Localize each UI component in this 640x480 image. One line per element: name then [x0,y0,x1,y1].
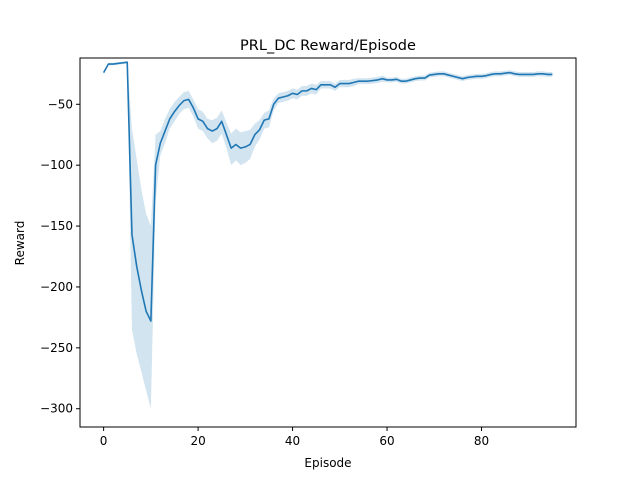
plot-area [102,61,553,409]
series-0-confidence-band [103,61,553,409]
y-tick-label: −100 [40,158,73,172]
y-tick-label: −200 [40,280,73,294]
y-tick-label: −50 [48,97,73,111]
x-axis-ticks: 0 20 40 60 80 [100,427,489,448]
x-axis-label: Episode [304,456,351,470]
chart-title: PRL_DC Reward/Episode [240,38,416,54]
y-tick-label: −250 [40,341,73,355]
axes-frame [79,57,577,428]
y-axis-label: Reward [13,221,27,266]
series-0-line [102,61,553,322]
x-tick-label: 20 [190,434,205,448]
y-tick-label: −150 [40,219,73,233]
x-tick-label: 60 [379,434,394,448]
x-tick-label: 0 [100,434,108,448]
x-tick-label: 40 [285,434,300,448]
y-tick-label: −300 [40,402,73,416]
x-tick-label: 80 [474,434,489,448]
y-axis-ticks: −50 −100 −150 −200 −250 −300 [40,97,80,416]
